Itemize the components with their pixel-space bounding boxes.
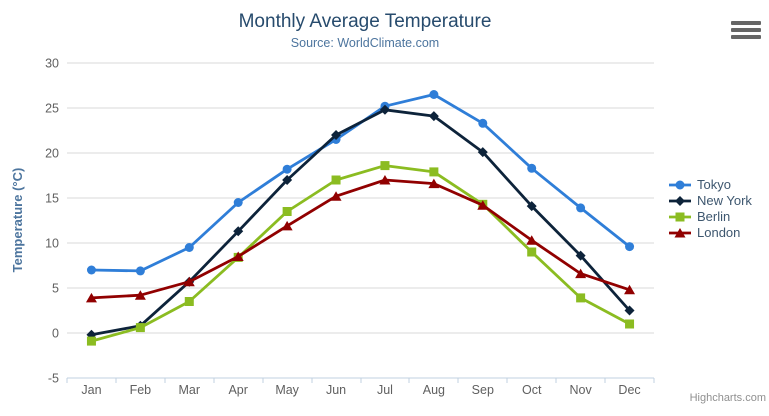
x-tick-label: Apr: [228, 383, 247, 397]
y-tick-label: 15: [45, 192, 59, 206]
legend-label: New York: [697, 193, 752, 208]
legend-label: Tokyo: [697, 177, 731, 192]
legend-label: Berlin: [697, 209, 731, 224]
legend-marker-circle-icon: [669, 180, 691, 189]
legend-item-london[interactable]: London: [668, 225, 752, 240]
y-tick-label: 20: [45, 147, 59, 161]
y-tick-label: 10: [45, 237, 59, 251]
x-tick-label: Jul: [377, 383, 393, 397]
legend-item-new-york[interactable]: New York: [668, 193, 752, 208]
x-tick-label: Sep: [472, 383, 494, 397]
legend-marker-square-icon: [669, 212, 691, 221]
y-tick-label: 0: [52, 327, 59, 341]
x-tick-label: Nov: [570, 383, 593, 397]
legend: Tokyo New York Berlin London: [668, 177, 752, 240]
y-tick-label: 5: [52, 282, 59, 296]
series-london: [85, 175, 636, 303]
legend-marker-triangle-icon: [669, 227, 691, 237]
credits-link[interactable]: Highcharts.com: [689, 392, 766, 404]
x-tick-label: May: [275, 383, 299, 397]
chart-title: Monthly Average Temperature: [238, 11, 492, 32]
legend-item-berlin[interactable]: Berlin: [668, 209, 752, 224]
series-tokyo: [86, 90, 635, 276]
chart-subtitle: Source: WorldClimate.com: [290, 36, 440, 50]
hamburger-menu-icon[interactable]: [731, 21, 761, 41]
x-tick-label: Dec: [618, 383, 640, 397]
x-tick-label: Oct: [522, 383, 542, 397]
legend-label: London: [697, 225, 741, 240]
x-tick-label: Mar: [179, 383, 201, 397]
x-tick-label: Feb: [130, 383, 152, 397]
y-tick-label: 30: [45, 57, 59, 71]
legend-marker-diamond-icon: [669, 195, 691, 206]
series-new-york: [86, 104, 635, 340]
y-tick-label: 25: [45, 102, 59, 116]
x-tick-label: Aug: [423, 383, 445, 397]
x-tick-label: Jan: [81, 383, 101, 397]
legend-item-tokyo[interactable]: Tokyo: [668, 177, 752, 192]
x-tick-label: Jun: [326, 383, 346, 397]
y-tick-label: -5: [48, 372, 59, 386]
